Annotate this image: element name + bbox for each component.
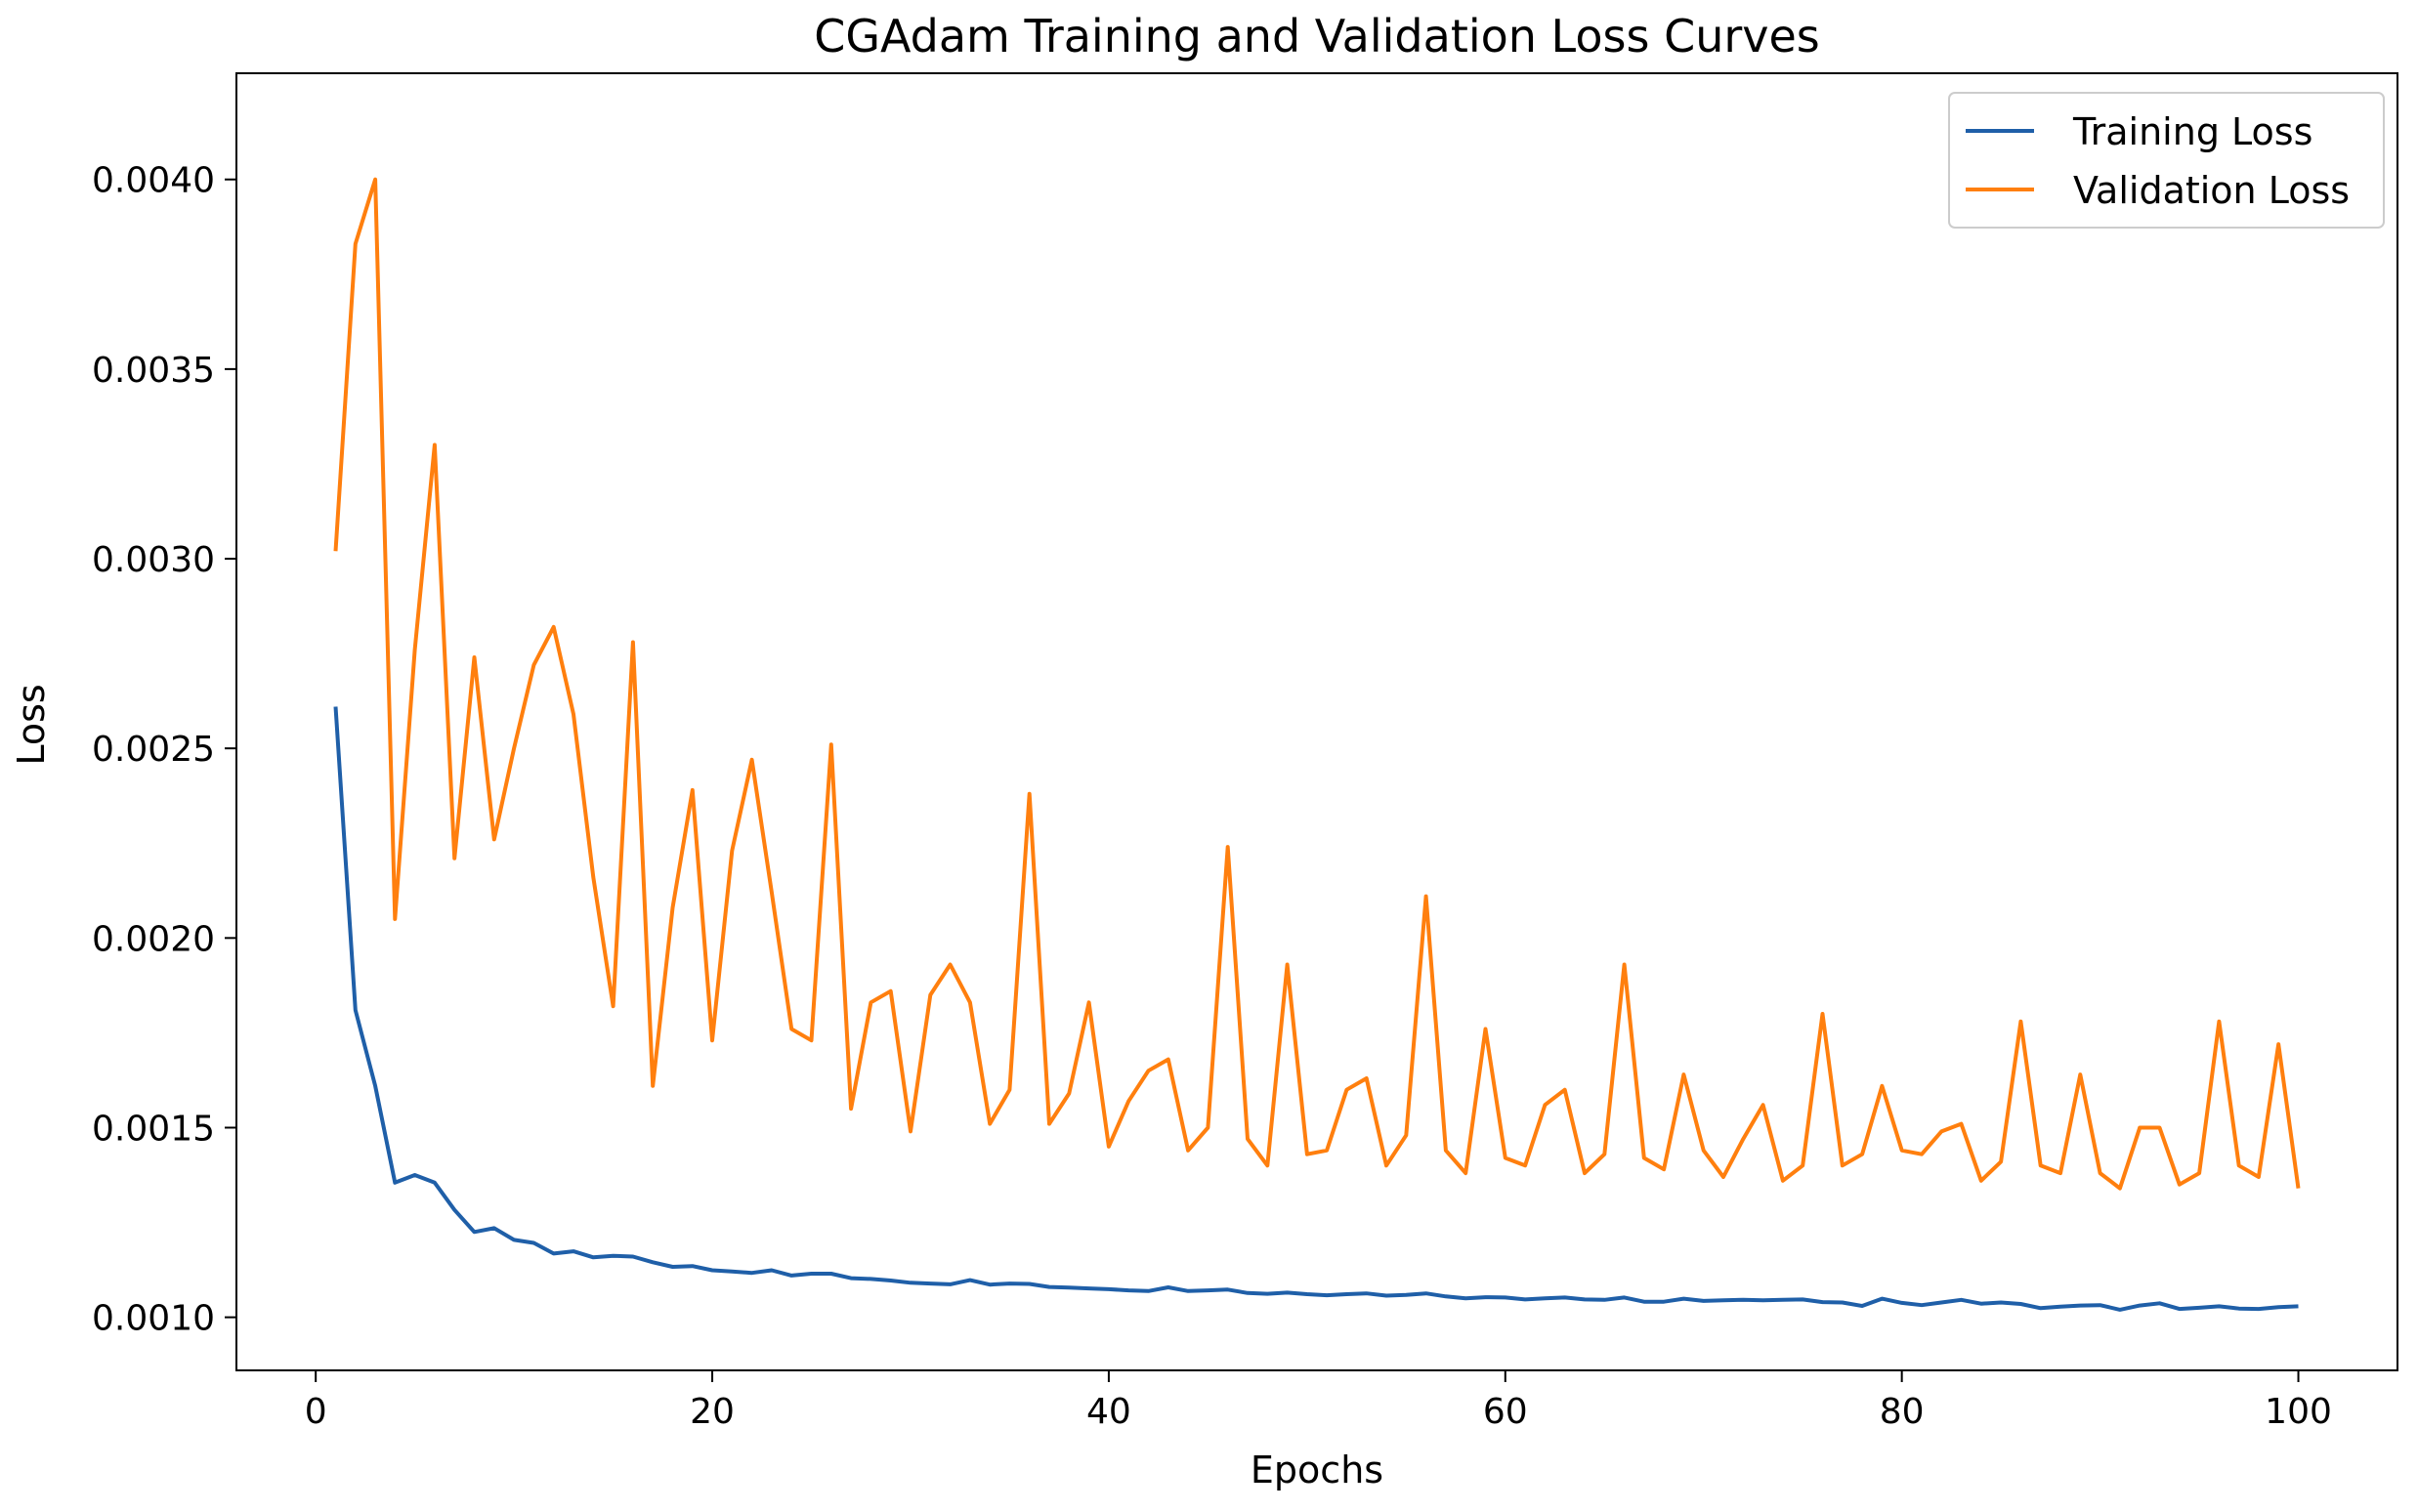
y-tick-label: 0.0040	[92, 161, 215, 201]
y-tick-label: 0.0025	[92, 730, 215, 770]
legend-label-training-loss: Training Loss	[2072, 110, 2312, 153]
y-tick-label: 0.0030	[92, 540, 215, 580]
y-tick-label: 0.0020	[92, 919, 215, 959]
x-tick-label: 80	[1880, 1392, 1925, 1432]
x-tick-label: 60	[1483, 1392, 1528, 1432]
plot-frame	[235, 72, 2398, 1371]
y-axis-label: Loss	[10, 684, 53, 765]
x-tick-label: 0	[305, 1392, 327, 1432]
x-axis-label: Epochs	[1251, 1449, 1383, 1491]
legend-box	[1948, 92, 2385, 229]
validation-loss-line	[333, 177, 2301, 1191]
y-tick-label: 0.0015	[92, 1109, 215, 1149]
legend: Training Loss Validation Loss	[1948, 92, 2385, 229]
series-lines	[333, 177, 2301, 1312]
x-tick-label: 100	[2265, 1392, 2332, 1432]
legend-label-validation-loss: Validation Loss	[2073, 169, 2350, 212]
axis-ticks: 0 20 40 60 80 100 0.0010 0.0015 0.0020 0.0025 0.00…	[92, 161, 2332, 1432]
y-tick-label: 0.0010	[92, 1299, 215, 1339]
y-tick-label: 0.0035	[92, 351, 215, 391]
x-tick-label: 40	[1086, 1392, 1131, 1432]
training-loss-line	[333, 706, 2299, 1312]
x-tick-label: 20	[690, 1392, 735, 1432]
chart-title: CGAdam Training and Validation Loss Curv…	[814, 10, 1820, 63]
